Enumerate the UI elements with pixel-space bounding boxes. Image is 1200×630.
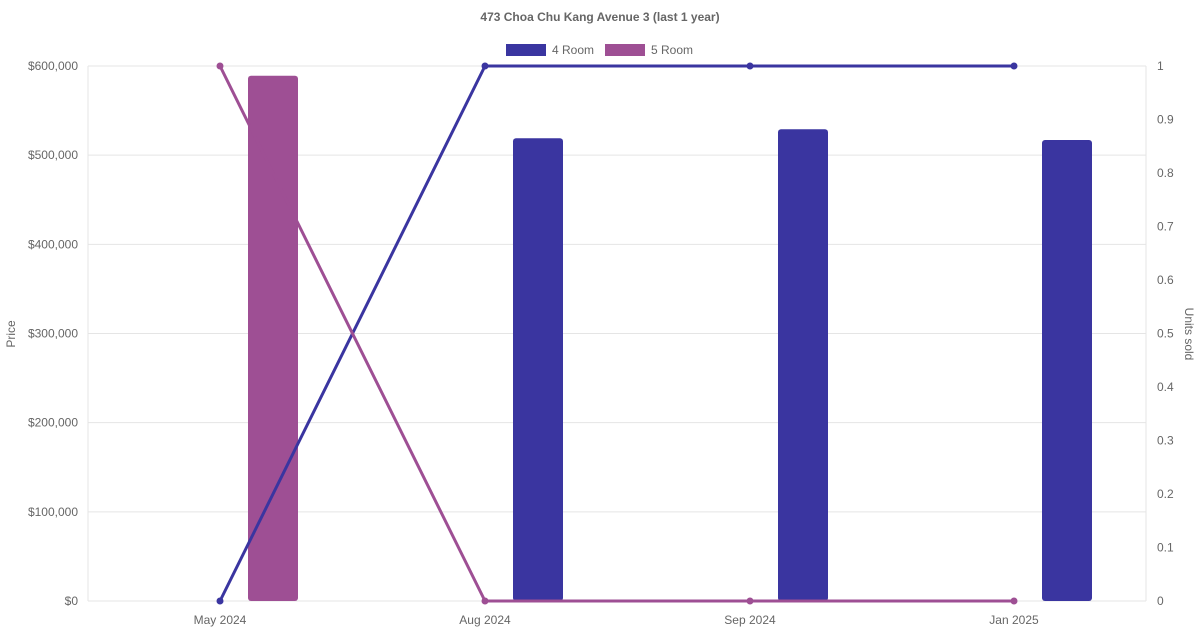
bars [248, 75, 1092, 601]
x-tick-label: May 2024 [194, 613, 247, 627]
y-left-tick-label: $400,000 [28, 237, 78, 251]
y-right-tick-label: 0.5 [1157, 327, 1174, 341]
point-5-room-jan-2025[interactable] [1010, 597, 1018, 605]
y-right-tick-label: 0.9 [1157, 113, 1174, 127]
y-right-tick-label: 0 [1157, 594, 1164, 608]
x-tick-label: Sep 2024 [724, 613, 776, 627]
y-axis-left-label: Price [4, 320, 18, 348]
left-axis-ticks: $0 $100,000 $200,000 $300,000 $400,000 $500,0… [28, 59, 78, 608]
bar-5-room-may-2024[interactable] [248, 75, 298, 601]
y-right-tick-label: 0.7 [1157, 220, 1174, 234]
y-right-tick-label: 0.4 [1157, 380, 1174, 394]
right-axis-ticks: 0 0.1 0.2 0.3 0.4 0.5 0.6 0.7 0.8 0.9 1 [1157, 59, 1174, 608]
y-right-tick-label: 0.6 [1157, 273, 1174, 287]
y-right-tick-label: 0.1 [1157, 541, 1174, 555]
legend-swatch-4-room [506, 44, 546, 56]
bar-4-room-sep-2024[interactable] [778, 129, 828, 601]
y-left-tick-label: $500,000 [28, 148, 78, 162]
y-right-tick-label: 0.3 [1157, 434, 1174, 448]
point-4-room-sep-2024[interactable] [746, 62, 754, 70]
point-5-room-may-2024[interactable] [216, 62, 224, 70]
point-5-room-aug-2024[interactable] [481, 597, 489, 605]
legend-label-4-room: 4 Room [552, 43, 594, 57]
y-left-tick-label: $100,000 [28, 505, 78, 519]
x-axis-ticks: May 2024 Aug 2024 Sep 2024 Jan 2025 [194, 613, 1039, 627]
y-axis-right-label: Units sold [1182, 308, 1196, 361]
legend-swatch-5-room [605, 44, 645, 56]
y-right-tick-label: 0.2 [1157, 487, 1174, 501]
chart-title: 473 Choa Chu Kang Avenue 3 (last 1 year) [480, 10, 719, 24]
x-tick-label: Aug 2024 [459, 613, 511, 627]
line-5-room-units-sold [218, 65, 1014, 603]
y-left-tick-label: $0 [65, 594, 79, 608]
point-4-room-may-2024[interactable] [216, 597, 224, 605]
legend: 4 Room 5 Room [506, 43, 693, 57]
y-left-tick-label: $600,000 [28, 59, 78, 73]
lines [218, 64, 1014, 603]
legend-label-5-room: 5 Room [651, 43, 693, 57]
point-4-room-aug-2024[interactable] [481, 62, 489, 70]
y-left-tick-label: $300,000 [28, 327, 78, 341]
bar-4-room-jan-2025[interactable] [1042, 140, 1092, 601]
point-5-room-sep-2024[interactable] [746, 597, 754, 605]
point-4-room-jan-2025[interactable] [1010, 62, 1018, 70]
y-right-tick-label: 0.8 [1157, 166, 1174, 180]
legend-item-4-room[interactable]: 4 Room [506, 43, 594, 57]
x-tick-label: Jan 2025 [989, 613, 1039, 627]
points [216, 62, 1018, 605]
bar-4-room-aug-2024[interactable] [513, 138, 563, 601]
gridlines [87, 65, 1147, 602]
y-right-tick-label: 1 [1157, 59, 1164, 73]
y-left-tick-label: $200,000 [28, 416, 78, 430]
legend-item-5-room[interactable]: 5 Room [605, 43, 693, 57]
